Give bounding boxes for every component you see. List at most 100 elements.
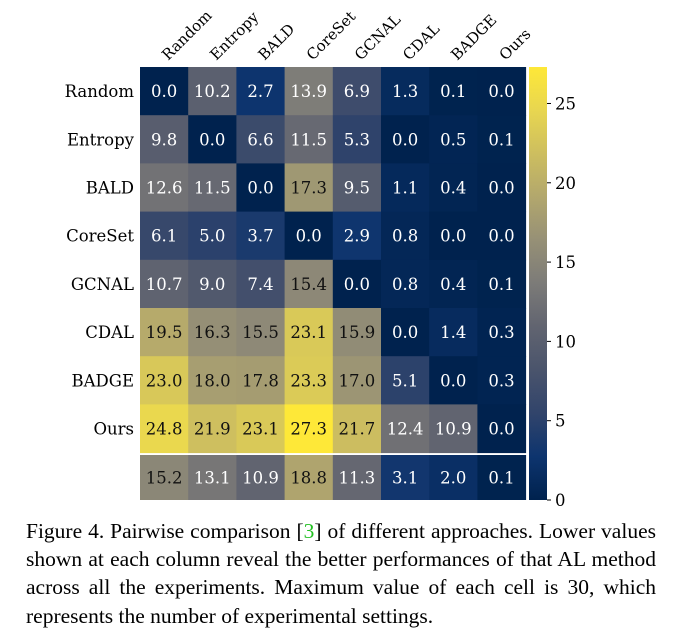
- heatmap-cell: [140, 67, 189, 116]
- heatmap-cell: [429, 356, 478, 405]
- heatmap-cell: [477, 308, 527, 357]
- cell-value-label: 15.5: [242, 323, 279, 342]
- cell-value-label: 21.7: [339, 420, 376, 439]
- cell-value-label: 0.1: [488, 275, 514, 294]
- cell-value-label: 0.4: [440, 179, 466, 198]
- cell-value-label: 10.2: [194, 82, 231, 101]
- heatmap-cell: [284, 211, 334, 261]
- heatmap-cell: [140, 115, 189, 164]
- column-mean-cell: [236, 455, 286, 500]
- heatmap-cell: [332, 404, 382, 454]
- heatmap-cell: [284, 404, 334, 454]
- heatmap-cell: [140, 308, 189, 357]
- cell-value-label: 10.7: [146, 275, 183, 294]
- cell-value-label: 0.0: [296, 227, 322, 246]
- caption-suffix: ] of different approaches. Lower values …: [26, 519, 656, 628]
- cell-value-label: 23.1: [290, 323, 327, 342]
- citation-link[interactable]: 3: [303, 519, 315, 543]
- y-tick-label: BADGE: [72, 371, 135, 390]
- cell-value-label: 5.0: [199, 227, 225, 246]
- cell-value-label: 1.4: [440, 323, 466, 342]
- cell-value-label: 5.3: [344, 130, 370, 149]
- heatmap-cell: [429, 115, 478, 164]
- heatmap-cell: [284, 259, 334, 309]
- heatmap-cell: [236, 115, 286, 164]
- cell-value-label: 17.8: [242, 371, 279, 390]
- cell-value-label: 1.1: [392, 179, 418, 198]
- cell-value-label: 13.9: [290, 82, 327, 101]
- heatmap-cell: [188, 356, 237, 405]
- heatmap-cell: [477, 259, 527, 309]
- colorbar-tick-label: 25: [555, 94, 576, 113]
- cell-value-label: 24.8: [146, 420, 183, 439]
- heatmap-cell: [429, 308, 478, 357]
- heatmap-cell: [381, 356, 430, 405]
- cell-value-label: 0.0: [392, 323, 418, 342]
- heatmap-cell: [188, 404, 237, 454]
- heatmap-cell: [236, 356, 286, 405]
- heatmap-cell: [429, 259, 478, 309]
- heatmap-cell: [188, 115, 237, 164]
- cell-value-label: 11.5: [290, 130, 327, 149]
- heatmap-cell: [188, 308, 237, 357]
- x-tick-label: Entropy: [206, 8, 262, 64]
- y-tick-label: CDAL: [85, 323, 134, 342]
- cell-value-label: 0.0: [247, 179, 273, 198]
- cell-value-label: 21.9: [194, 420, 231, 439]
- x-tick-label: CDAL: [399, 20, 443, 64]
- caption-prefix: Figure 4. Pairwise comparison [: [26, 519, 304, 543]
- heatmap-cell: [188, 67, 237, 116]
- column-mean-value-label: 3.1: [392, 469, 418, 488]
- colorbar: [529, 67, 547, 500]
- cell-value-label: 0.0: [488, 227, 514, 246]
- column-mean-cell: [284, 455, 334, 500]
- heatmap-cell: [332, 308, 382, 357]
- heatmap-cell: [236, 67, 286, 116]
- colorbar-tick-label: 5: [555, 412, 566, 431]
- heatmap-cell: [381, 308, 430, 357]
- x-tick-label: Random: [158, 6, 215, 63]
- cell-value-label: 0.0: [151, 82, 177, 101]
- y-tick-label: GCNAL: [71, 275, 134, 294]
- heatmap-cell: [236, 404, 286, 454]
- figure-caption: Figure 4. Pairwise comparison [3] of dif…: [26, 517, 656, 630]
- heatmap-cell: [429, 163, 478, 213]
- cell-value-label: 9.0: [199, 275, 225, 294]
- colorbar-tick-label: 20: [555, 174, 576, 193]
- heatmap-cell: [477, 356, 527, 405]
- cell-value-label: 6.9: [344, 82, 370, 101]
- cell-value-label: 0.0: [488, 179, 514, 198]
- cell-value-label: 0.5: [440, 130, 466, 149]
- cell-value-label: 0.0: [440, 227, 466, 246]
- heatmap-cell: [284, 163, 334, 213]
- column-mean-value-label: 10.9: [242, 469, 279, 488]
- cell-value-label: 23.3: [290, 371, 327, 390]
- y-tick-label: Entropy: [67, 130, 135, 149]
- heatmap-cell: [140, 356, 189, 405]
- cell-value-label: 0.0: [344, 275, 370, 294]
- heatmap-cell: [477, 67, 527, 116]
- cell-value-label: 23.0: [146, 371, 183, 390]
- cell-value-label: 23.1: [242, 420, 279, 439]
- heatmap-cell: [429, 211, 478, 261]
- heatmap-cell: [236, 259, 286, 309]
- cell-value-label: 12.4: [387, 420, 424, 439]
- cell-value-label: 0.8: [392, 275, 418, 294]
- cell-value-label: 0.0: [440, 371, 466, 390]
- cell-value-label: 18.0: [194, 371, 231, 390]
- heatmap-cell: [188, 211, 237, 261]
- x-tick-label: CoreSet: [303, 7, 359, 63]
- cell-value-label: 0.1: [488, 130, 514, 149]
- heatmap-cell: [477, 211, 527, 261]
- heatmap-cell: [284, 308, 334, 357]
- cell-value-label: 5.1: [392, 371, 418, 390]
- heatmap-cell: [284, 356, 334, 405]
- heatmap-cell: [381, 115, 430, 164]
- column-mean-value-label: 15.2: [146, 469, 183, 488]
- x-tick-label: Ours: [496, 25, 535, 64]
- column-mean-value-label: 18.8: [290, 469, 327, 488]
- heatmap-cell: [381, 67, 430, 116]
- heatmap-cell: [381, 404, 430, 454]
- cell-value-label: 0.0: [392, 130, 418, 149]
- heatmap-cell: [140, 259, 189, 309]
